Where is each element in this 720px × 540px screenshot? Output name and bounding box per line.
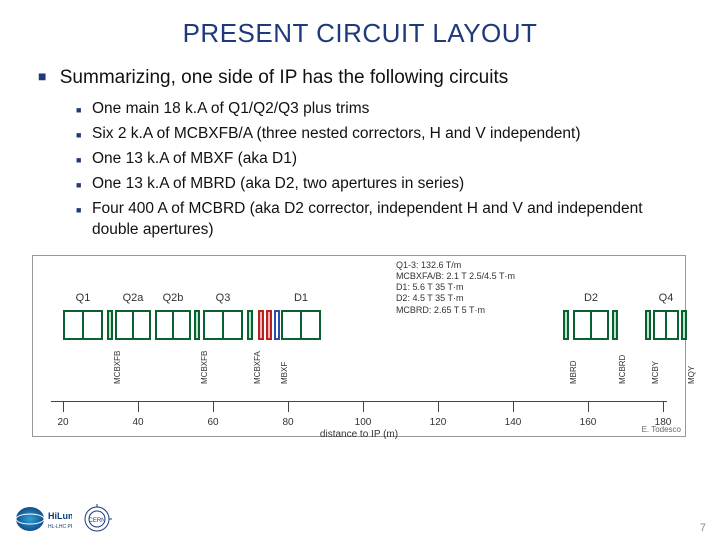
magnet-label: Q4 (659, 292, 674, 304)
svg-text:HiLumi: HiLumi (48, 511, 72, 521)
corrector-c3 (247, 310, 253, 340)
corrector-c10 (681, 310, 687, 340)
axis-tick (63, 402, 64, 412)
corrector-c4 (258, 310, 264, 340)
axis-tick-label: 40 (132, 417, 143, 428)
svg-text:HL-LHC PROJECT: HL-LHC PROJECT (48, 524, 72, 530)
corrector-label: MBRD (569, 360, 578, 384)
axis-tick-label: 140 (505, 417, 522, 428)
corrector-c5 (266, 310, 272, 340)
magnet-q1 (63, 310, 103, 340)
magnet-q2b (155, 310, 191, 340)
axis-tick (663, 402, 664, 412)
corrector-c8 (612, 310, 618, 340)
corrector-c1 (107, 310, 113, 340)
magnet-label: Q2a (123, 292, 144, 304)
corrector-label: MQY (687, 365, 696, 383)
magnet-d1 (281, 310, 321, 340)
axis-tick (213, 402, 214, 412)
magnet-label: Q2b (163, 292, 184, 304)
bullet-item: One main 18 k.A of Q1/Q2/Q3 plus trims (76, 99, 690, 120)
axis-line (51, 401, 667, 402)
lead-text: Summarizing, one side of IP has the foll… (60, 67, 508, 88)
axis-tick-label: 80 (282, 417, 293, 428)
corrector-label: MBXF (280, 361, 289, 383)
bullet-item: Four 400 A of MCBRD (aka D2 corrector, i… (76, 199, 690, 241)
spec-box: Q1-3: 132.6 T/m MCBXFA/B: 2.1 T 2.5/4.5 … (396, 260, 515, 316)
magnet-label: D1 (294, 292, 308, 304)
spec-line: MCBXFA/B: 2.1 T 2.5/4.5 T·m (396, 271, 515, 282)
figure-credit: E. Todesco (642, 425, 681, 434)
corrector-label: MCBY (651, 360, 660, 383)
cern-logo-icon: CERN (82, 504, 112, 534)
corrector-label: MCBRD (618, 354, 627, 383)
sub-bullets: One main 18 k.A of Q1/Q2/Q3 plus trims S… (76, 99, 690, 241)
lead-bullet: ■ Summarizing, one side of IP has the fo… (38, 67, 690, 89)
footer-logos: HiLumi HL-LHC PROJECT CERN (14, 504, 112, 534)
bullet-item: Six 2 k.A of MCBXFB/A (three nested corr… (76, 124, 690, 145)
axis-tick-label: 160 (580, 417, 597, 428)
corrector-label: MCBXFA (253, 351, 262, 384)
axis-tick (363, 402, 364, 412)
axis-tick (588, 402, 589, 412)
axis-tick-label: 120 (430, 417, 447, 428)
layout-diagram: Q1-3: 132.6 T/m MCBXFA/B: 2.1 T 2.5/4.5 … (32, 255, 686, 437)
corrector-label: MCBXFB (200, 350, 209, 383)
bullet-icon: ■ (38, 68, 46, 84)
bullet-item: One 13 k.A of MBXF (aka D1) (76, 149, 690, 170)
axis-tick-label: 60 (207, 417, 218, 428)
magnet-q4 (653, 310, 679, 340)
hilumi-logo-icon: HiLumi HL-LHC PROJECT (14, 505, 72, 533)
axis-tick (288, 402, 289, 412)
slide: PRESENT CIRCUIT LAYOUT ■ Summarizing, on… (0, 0, 720, 540)
magnet-q2a (115, 310, 151, 340)
bullet-item: One 13 k.A of MBRD (aka D2, two aperture… (76, 174, 690, 195)
magnet-d2 (573, 310, 609, 340)
magnet-row (33, 310, 685, 350)
corrector-c9 (645, 310, 651, 340)
axis-tick-label: 20 (57, 417, 68, 428)
spec-line: D2: 4.5 T 35 T·m (396, 293, 515, 304)
magnet-label: Q1 (76, 292, 91, 304)
corrector-c7 (563, 310, 569, 340)
page-number: 7 (700, 522, 706, 534)
svg-text:CERN: CERN (88, 518, 105, 524)
slide-title: PRESENT CIRCUIT LAYOUT (30, 18, 690, 49)
corrector-c2 (194, 310, 200, 340)
axis-tick (513, 402, 514, 412)
axis-tick (138, 402, 139, 412)
axis-tick (438, 402, 439, 412)
magnet-label: D2 (584, 292, 598, 304)
spec-line: D1: 5.6 T 35 T·m (396, 282, 515, 293)
magnet-label: Q3 (216, 292, 231, 304)
axis-tick-label: 100 (355, 417, 372, 428)
corrector-label: MCBXFB (113, 350, 122, 383)
corrector-c6 (274, 310, 280, 340)
magnet-q3 (203, 310, 243, 340)
spec-line: Q1-3: 132.6 T/m (396, 260, 515, 271)
axis-title: distance to IP (m) (320, 429, 398, 440)
